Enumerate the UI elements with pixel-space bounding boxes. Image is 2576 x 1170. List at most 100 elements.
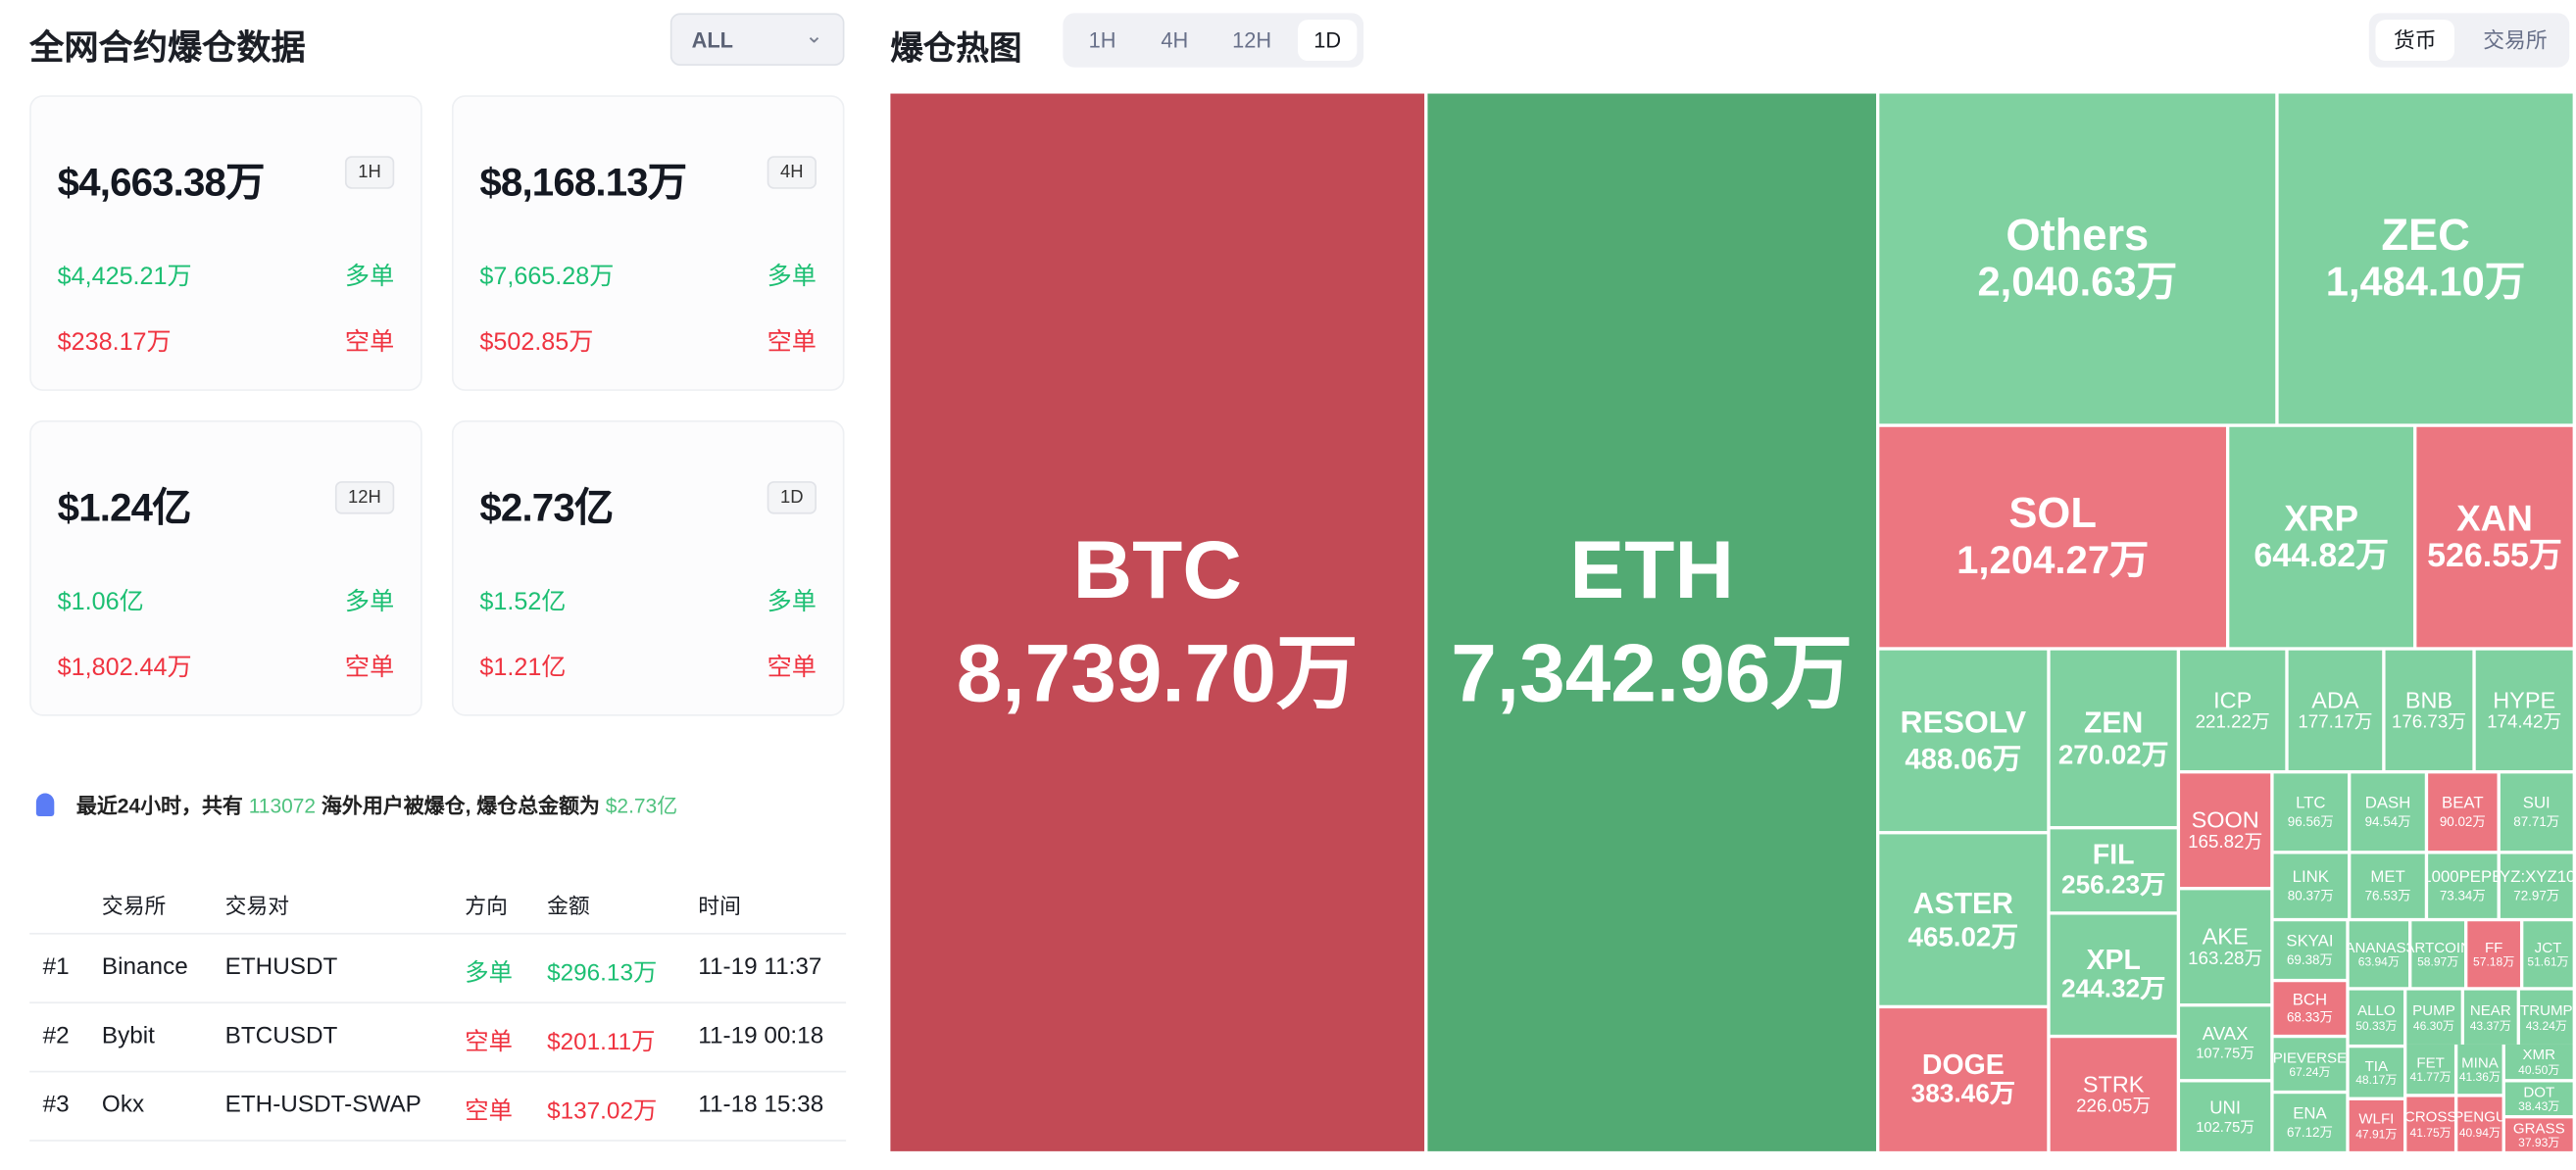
heatmap-cell-strk[interactable]: STRK 226.05万 [2050, 1038, 2177, 1151]
row-amount: $296.13万 [547, 960, 658, 988]
tab-views-0[interactable]: 货币 [2375, 20, 2454, 62]
heatmap-cell-mina[interactable]: MINA 41.36万 [2457, 1044, 2502, 1095]
cell-value: 67.24万 [2289, 1064, 2331, 1080]
card-short-value: $1,802.44万 [57, 654, 192, 682]
heatmap-cell-doge[interactable]: DOGE 383.46万 [1879, 1008, 2048, 1151]
notice-count: 113072 [248, 795, 317, 818]
cell-value: 488.06万 [1905, 742, 2022, 775]
heatmap-cell-allo[interactable]: ALLO 50.33万 [2349, 990, 2403, 1045]
heatmap-cell-artcoin[interactable]: ARTCOIN 58.97万 [2411, 921, 2464, 988]
heatmap-cell-icp[interactable]: ICP 221.22万 [2180, 650, 2286, 771]
heatmap-cell-hype[interactable]: HYPE 174.42万 [2475, 650, 2573, 771]
heatmap-cell-ake[interactable]: AKE 163.28万 [2180, 890, 2271, 1004]
heatmap-cell-pengu[interactable]: PENGU 40.94万 [2457, 1097, 2502, 1151]
heatmap-cell-beat[interactable]: BEAT 90.02万 [2428, 773, 2498, 852]
heatmap-cell-zen[interactable]: ZEN 270.02万 [2050, 650, 2177, 827]
heatmap-cell-dash[interactable]: DASH 94.54万 [2351, 773, 2425, 852]
cell-symbol: PUMP [2412, 1001, 2455, 1019]
heatmap-cell-resolv[interactable]: RESOLV 488.06万 [1879, 650, 2048, 832]
heatmap-cell-uni[interactable]: UNI 102.75万 [2180, 1082, 2271, 1151]
cell-value: 107.75万 [2196, 1045, 2255, 1062]
row-exchange: Binance [101, 953, 188, 981]
cell-value: 40.50万 [2518, 1061, 2560, 1077]
heatmap-cell-fil[interactable]: FIL 256.23万 [2050, 829, 2177, 912]
tab-periods-3[interactable]: 1D [1298, 20, 1358, 62]
card-long-label: 多单 [344, 588, 395, 616]
cell-symbol: JCT [2534, 939, 2562, 955]
heatmap-cell-sol[interactable]: SOL 1,204.27万 [1879, 426, 2226, 648]
card-long-value: $7,665.28万 [479, 263, 615, 291]
cell-value: 73.34万 [2439, 888, 2486, 903]
heatmap-cell-ff[interactable]: FF 57.18万 [2467, 921, 2520, 988]
cell-value: 244.32万 [2061, 976, 2166, 1004]
row-amount: $137.02万 [547, 1098, 658, 1126]
heatmap-cell-bnb[interactable]: BNB 176.73万 [2385, 650, 2473, 771]
row-side: 空单 [465, 1098, 513, 1126]
row-pair: BTCUSDT [224, 1023, 338, 1049]
header-time: 时间 [698, 893, 741, 918]
heatmap-cell-ltc[interactable]: LTC 96.56万 [2273, 773, 2349, 852]
cell-symbol: STRK [2082, 1070, 2145, 1097]
cell-value: 526.55万 [2427, 538, 2562, 575]
heatmap-cell-ena[interactable]: ENA 67.12万 [2273, 1094, 2347, 1151]
heatmap-cell-xpl[interactable]: XPL 244.32万 [2050, 914, 2177, 1035]
heatmap-cell-met[interactable]: MET 76.53万 [2351, 853, 2425, 918]
heatmap-cell-link[interactable]: LINK 80.37万 [2273, 853, 2349, 918]
tab-periods-1[interactable]: 4H [1161, 27, 1189, 53]
heatmap-cell-others[interactable]: Others 2,040.63万 [1879, 93, 2276, 424]
heatmap-cell-trump[interactable]: TRUMP 43.24万 [2519, 990, 2573, 1045]
heatmap-cell-cross[interactable]: CROSS 41.75万 [2406, 1097, 2454, 1151]
heatmap-cell-pieverse[interactable]: PIEVERSE 67.24万 [2273, 1038, 2347, 1091]
cell-symbol: SOL [2008, 488, 2097, 538]
cell-value: 176.73万 [2391, 712, 2467, 733]
heatmap-cell-zec[interactable]: ZEC 1,484.10万 [2278, 93, 2573, 424]
cell-symbol: ADA [2311, 686, 2359, 713]
tab-views-1[interactable]: 交易所 [2483, 27, 2548, 53]
exchange-filter-dropdown[interactable]: ALL ⌄ [669, 13, 845, 67]
heatmap-cell-dot[interactable]: DOT 38.43万 [2504, 1082, 2573, 1116]
cell-symbol: ALLO [2357, 1001, 2396, 1019]
row-side: 多单 [465, 960, 513, 988]
heatmap-cell-ada[interactable]: ADA 177.17万 [2288, 650, 2383, 771]
heatmap-cell-eth[interactable]: ETH 7,342.96万 [1427, 93, 1876, 1151]
cell-symbol: BEAT [2442, 795, 2484, 813]
heatmap-cell-sui[interactable]: SUI 87.71万 [2500, 773, 2573, 852]
heatmap-cell-xrp[interactable]: XRP 644.82万 [2229, 426, 2414, 648]
cell-value: 58.97万 [2417, 953, 2459, 969]
heatmap-cell-bananas31[interactable]: BANANAS31 63.94万 [2349, 921, 2409, 988]
card-short-label: 空单 [767, 654, 817, 682]
table-row[interactable]: #3 Okx ETH-USDT-SWAP 空单 $137.02万 11-18 1… [29, 1072, 847, 1142]
card-total: $1.24亿 [57, 486, 192, 531]
heatmap-cell-btc[interactable]: BTC 8,739.70万 [890, 93, 1425, 1151]
cell-value: 43.37万 [2469, 1017, 2511, 1033]
heatmap-cell-jct[interactable]: JCT 51.61万 [2523, 921, 2573, 988]
heatmap-cell-fet[interactable]: FET 41.77万 [2406, 1044, 2454, 1095]
heatmap-cell-wlfi[interactable]: WLFI 47.91万 [2349, 1099, 2403, 1151]
table-row[interactable]: #2 Bybit BTCUSDT 空单 $201.11万 11-19 00:18 [29, 1003, 847, 1073]
cell-symbol: Others [2006, 210, 2150, 260]
cell-value: 644.82万 [2254, 538, 2390, 575]
heatmap-cell-grass[interactable]: GRASS 37.93万 [2504, 1118, 2573, 1151]
heatmap-cell-xyzxyz100[interactable]: XYZ:XYZ100 72.97万 [2500, 853, 2573, 918]
liquidation-card-1h: $4,663.38万 1H $4,425.21万 多单 $238.17万 空单 [29, 95, 422, 391]
row-side: 空单 [465, 1029, 513, 1056]
heatmap-cell-tia[interactable]: TIA 48.17万 [2349, 1048, 2403, 1097]
notice-prefix: 最近24小时，共有 [75, 795, 243, 818]
tab-periods-2[interactable]: 12H [1232, 27, 1272, 53]
table-row[interactable]: #1 Binance ETHUSDT 多单 $296.13万 11-19 11:… [29, 935, 847, 1004]
heatmap-cell-bch[interactable]: BCH 68.33万 [2273, 982, 2347, 1035]
heatmap-cell-xan[interactable]: XAN 526.55万 [2416, 426, 2573, 648]
heatmap-cell-1000pepe[interactable]: 1000PEPE 73.34万 [2428, 853, 2498, 918]
heatmap-cell-near[interactable]: NEAR 43.37万 [2464, 990, 2517, 1045]
heatmap-cell-avax[interactable]: AVAX 107.75万 [2180, 1006, 2271, 1080]
heatmap-cell-skyai[interactable]: SKYAI 69.38万 [2273, 921, 2347, 979]
heatmap-cell-pump[interactable]: PUMP 46.30万 [2406, 990, 2461, 1045]
tab-periods-0[interactable]: 1H [1088, 27, 1116, 53]
heatmap-cell-xmr[interactable]: XMR 40.50万 [2504, 1044, 2573, 1080]
heatmap-cell-aster[interactable]: ASTER 465.02万 [1879, 834, 2048, 1005]
heatmap-cell-soon[interactable]: SOON 165.82万 [2180, 773, 2271, 888]
cell-value: 47.91万 [2355, 1125, 2398, 1142]
header-exchange: 交易所 [101, 893, 167, 918]
cell-symbol: DASH [2364, 795, 2411, 813]
cell-value: 37.93万 [2518, 1135, 2560, 1150]
